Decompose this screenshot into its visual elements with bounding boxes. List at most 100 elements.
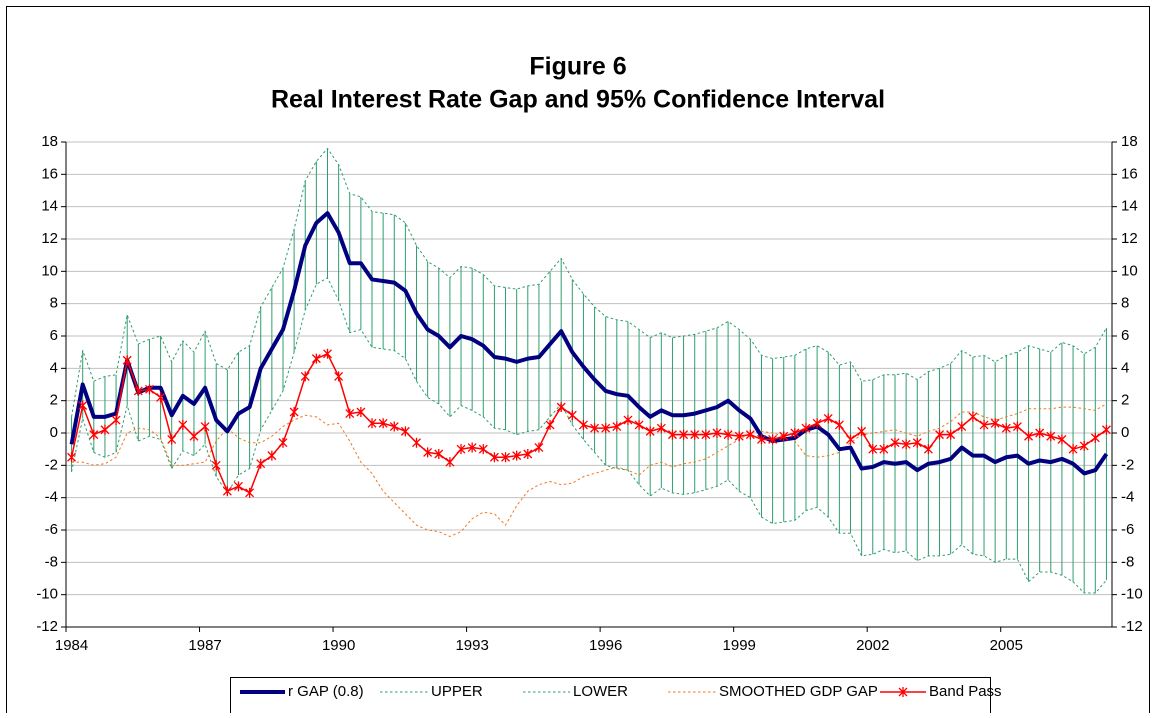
- data-point: [935, 429, 944, 440]
- y2-tick-label: -6: [1121, 521, 1134, 538]
- data-point: [723, 429, 733, 440]
- legend-label: Band Pass: [929, 683, 1002, 700]
- series-line: [70, 353, 1107, 494]
- y2-tick-label: -10: [1121, 586, 1143, 603]
- legend: r GAP (0.8) UPPER LOWER SMOOTHED GDP GAP Ban…: [230, 677, 1002, 718]
- data-point: [400, 426, 410, 437]
- data-point: [334, 371, 344, 382]
- data-point: [768, 434, 778, 445]
- data-point: [89, 429, 99, 440]
- legend-label: r GAP (0.8): [288, 683, 364, 700]
- y-tick-label: 16: [41, 165, 58, 182]
- data-point: [423, 447, 433, 458]
- y2-tick-label: -8: [1121, 553, 1134, 570]
- y2-tick-label: -2: [1121, 456, 1134, 473]
- data-point: [1046, 431, 1056, 442]
- data-point: [178, 419, 188, 430]
- data-point: [656, 423, 666, 434]
- data-point: [144, 384, 154, 395]
- data-point: [957, 421, 967, 432]
- legend-label: LOWER: [573, 683, 628, 700]
- data-point: [757, 434, 766, 445]
- data-point: [912, 437, 922, 448]
- legend-marker: [898, 687, 908, 697]
- y2-tick-label: -12: [1121, 618, 1143, 635]
- data-point: [478, 444, 488, 455]
- y-tick-label: -6: [45, 521, 58, 538]
- data-point: [779, 431, 789, 442]
- data-point: [156, 392, 166, 403]
- data-point: [1068, 444, 1078, 455]
- y2-tick-label: 0: [1121, 424, 1129, 441]
- y-tick-label: 14: [41, 198, 58, 215]
- data-point: [367, 418, 377, 429]
- data-point: [734, 431, 744, 442]
- y-tick-label: 18: [41, 133, 58, 150]
- y-tick-label: 12: [41, 230, 58, 247]
- data-point: [712, 428, 722, 438]
- data-point: [946, 429, 956, 440]
- data-point: [278, 437, 288, 448]
- data-point: [1024, 431, 1033, 442]
- series-line: [71, 277, 1107, 594]
- data-point: [1035, 428, 1045, 438]
- data-point: [567, 410, 577, 421]
- x-tick-label: 1993: [455, 637, 488, 654]
- data-point: [745, 429, 755, 440]
- y2-tick-label: 16: [1121, 165, 1138, 182]
- x-tick-label: 1996: [589, 637, 622, 654]
- y-tick-label: 10: [41, 262, 58, 279]
- data-point: [356, 406, 366, 417]
- y2-tick-label: 18: [1121, 133, 1138, 150]
- data-point: [601, 423, 611, 434]
- data-point: [122, 355, 132, 366]
- data-point: [834, 419, 844, 430]
- data-point: [378, 418, 388, 429]
- chart-title: Figure 6: [529, 53, 626, 81]
- data-point: [556, 402, 566, 413]
- x-tick-label: 1999: [723, 637, 756, 654]
- data-point: [868, 444, 878, 455]
- data-point: [923, 444, 933, 455]
- data-point: [812, 418, 822, 429]
- y-tick-label: 4: [50, 359, 58, 376]
- plot-area: [65, 141, 1113, 628]
- y2-tick-label: 10: [1121, 262, 1138, 279]
- data-point: [78, 400, 88, 411]
- data-point: [901, 439, 911, 450]
- data-point: [245, 487, 255, 498]
- data-point: [289, 406, 299, 417]
- data-point: [412, 437, 421, 448]
- data-point: [211, 460, 221, 471]
- data-point: [222, 486, 232, 497]
- y-tick-label: 6: [50, 327, 58, 344]
- y2-tick-label: 2: [1121, 392, 1129, 409]
- data-point: [1079, 440, 1089, 451]
- data-point: [100, 424, 110, 435]
- x-tick-label: 1987: [188, 637, 221, 654]
- data-point: [200, 421, 210, 432]
- y2-tick-label: -4: [1121, 489, 1134, 506]
- y-tick-label: 2: [50, 392, 58, 409]
- x-tick-label: 2005: [990, 637, 1023, 654]
- data-point: [67, 452, 77, 463]
- y-tick-label: -8: [45, 553, 58, 570]
- data-point: [111, 415, 121, 426]
- data-point: [879, 444, 889, 455]
- x-tick-label: 1990: [322, 637, 355, 654]
- data-point: [590, 423, 600, 434]
- data-point: [1001, 423, 1011, 434]
- x-tick-label: 2002: [856, 637, 889, 654]
- data-point: [311, 353, 321, 364]
- data-point: [256, 458, 266, 469]
- data-point: [300, 371, 310, 382]
- data-point: [534, 442, 544, 453]
- y2-tick-label: 6: [1121, 327, 1129, 344]
- data-point: [890, 437, 900, 448]
- data-point: [968, 411, 978, 422]
- data-point: [189, 431, 199, 442]
- data-point: [701, 429, 711, 440]
- y2-tick-label: 8: [1121, 295, 1129, 312]
- series-line: [69, 211, 1109, 476]
- data-point: [846, 434, 855, 445]
